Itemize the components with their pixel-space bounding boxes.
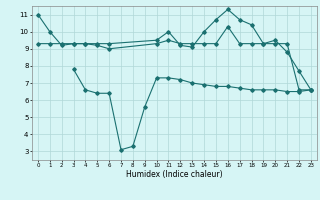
X-axis label: Humidex (Indice chaleur): Humidex (Indice chaleur) (126, 170, 223, 179)
